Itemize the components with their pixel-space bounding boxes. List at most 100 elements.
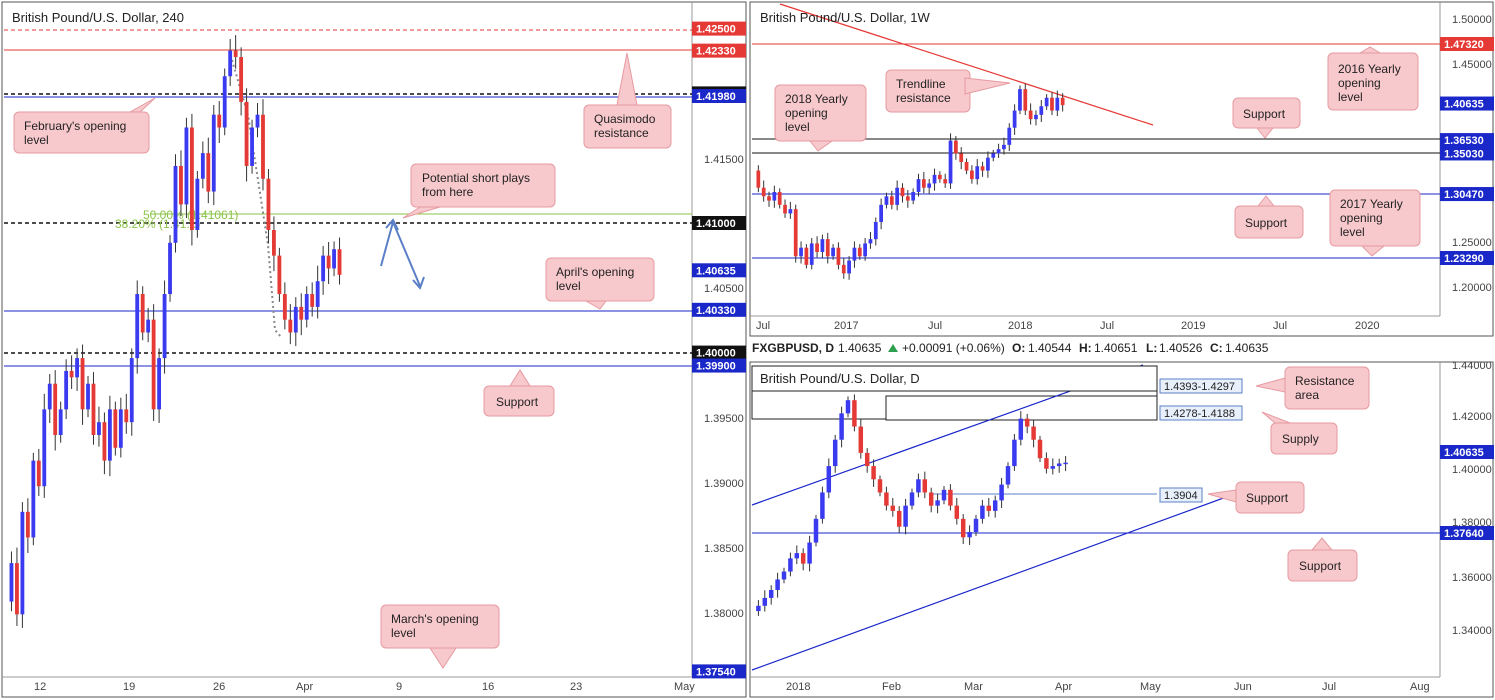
h4-xtick: 16 <box>482 681 494 693</box>
daily-ytick: 1.36000 <box>1452 572 1492 584</box>
daily-callout-support-2-text: Support <box>1299 559 1342 573</box>
daily-callout-support-1-text: Support <box>1246 491 1289 505</box>
h4-xtick: 26 <box>213 681 225 693</box>
daily-header-high: 1.40651 <box>1094 341 1138 355</box>
weekly-callout-2016-line1: 2016 Yearly <box>1338 62 1401 76</box>
weekly-candle-body <box>825 239 830 257</box>
weekly-candle-body <box>820 239 825 252</box>
h4-callout-short: Potential short plays from here <box>402 163 556 219</box>
h4-callout-march: March's opening level <box>380 604 500 669</box>
daily-ytick: 1.44000 <box>1452 360 1492 372</box>
h4-candle-body <box>135 294 140 359</box>
h4-arrow-head-down-icon <box>412 276 425 290</box>
weekly-candle-body <box>783 204 787 214</box>
h4-candles <box>9 35 342 628</box>
daily-candle-body <box>858 426 864 453</box>
weekly-callout-support-2: Support <box>1234 195 1304 239</box>
weekly-price-label: 1.36530 <box>1444 135 1484 147</box>
weekly-candle-body <box>847 260 851 274</box>
daily-candle-body <box>762 597 768 606</box>
h4-candle-body <box>113 409 118 448</box>
h4-candle-body <box>217 114 222 128</box>
h4-candle-body <box>239 57 244 102</box>
weekly-candle-body <box>1012 110 1017 128</box>
weekly-price-label: 1.23290 <box>1444 253 1484 265</box>
h4-arrow-head-up-icon <box>385 218 399 231</box>
daily-candle-body <box>807 542 812 564</box>
daily-candle-body <box>845 400 851 414</box>
weekly-candle-body <box>1023 89 1028 111</box>
daily-xtick: Jun <box>1234 681 1252 693</box>
daily-candle-body <box>768 590 774 598</box>
daily-price-axis: 1.44000 1.42000 1.40000 1.38000 1.36000 … <box>1452 360 1492 637</box>
daily-candle-body <box>884 492 889 506</box>
daily-price-label: 1.37640 <box>1444 528 1484 540</box>
daily-header: FXGBPUSD, D 1.40635 +0.00091 (+0.06%) O:… <box>752 341 1269 355</box>
h4-price-label: 1.42500 <box>696 24 736 36</box>
daily-callout-resistance-line1: Resistance <box>1295 374 1355 388</box>
daily-candle-body <box>1024 418 1030 427</box>
h4-fib-38-label: 38.20% (1.41...) <box>115 217 200 231</box>
weekly-candle-body <box>857 247 862 257</box>
weekly-candle-body <box>1060 97 1065 106</box>
weekly-callout-2018-line3: level <box>785 120 810 134</box>
daily-candle-body <box>1056 463 1062 467</box>
h4-price-label: 1.40000 <box>696 348 736 360</box>
h4-price-label-bg <box>692 215 746 230</box>
h4-callout-feb: February's opening level <box>13 97 156 154</box>
daily-candle-body <box>839 413 844 440</box>
weekly-callout-2017: 2017 Yearly opening level <box>1329 189 1421 257</box>
weekly-candle-body <box>900 187 905 197</box>
weekly-candle-body <box>996 149 1001 154</box>
daily-price-labels: 1.40635 1.37640 <box>1440 445 1494 540</box>
h4-candle-body <box>222 76 227 128</box>
h4-candle-body <box>321 255 326 282</box>
h4-candle-body <box>244 101 249 166</box>
h4-candle-body <box>282 294 287 320</box>
h4-candle-body <box>332 249 336 269</box>
h4-price-label: 1.39900 <box>696 361 736 373</box>
h4-price-axis: 1.41500 1.40500 1.39500 1.39000 1.38500 … <box>704 154 744 620</box>
daily-header-price: 1.40635 <box>838 341 882 355</box>
h4-candle-body <box>25 511 30 538</box>
weekly-callout-2016: 2016 Yearly opening level <box>1327 46 1419 111</box>
daily-candle-body <box>903 505 908 527</box>
weekly-candle-body <box>954 140 958 154</box>
weekly-candle-body <box>788 209 793 214</box>
weekly-candle-body <box>937 174 942 180</box>
daily-candle-body <box>928 492 934 506</box>
daily-candle-body <box>871 466 876 480</box>
weekly-ytick: 1.45000 <box>1452 59 1492 71</box>
daily-xtick: Apr <box>1055 681 1072 693</box>
weekly-callout-support-2-text: Support <box>1245 216 1288 230</box>
h4-ytick: 1.39000 <box>704 478 744 490</box>
h4-candle-body <box>102 422 107 461</box>
h4-candle-body <box>9 563 14 602</box>
daily-candles <box>756 394 1068 616</box>
daily-candle-body <box>896 510 902 527</box>
daily-supply-zone <box>885 395 1158 421</box>
weekly-ytick: 1.25000 <box>1452 237 1492 249</box>
h4-price-label: 1.41980 <box>696 91 736 103</box>
h4-candle-body <box>151 319 156 410</box>
weekly-price-label-bg <box>1440 37 1494 51</box>
weekly-candle-body <box>986 157 990 171</box>
weekly-xtick: Jul <box>928 320 942 332</box>
daily-zone-label: 1.4393-1.4297 <box>1164 381 1235 393</box>
h4-candle-body <box>168 242 172 295</box>
weekly-callout-trend-line2: resistance <box>896 91 951 105</box>
weekly-candle-body <box>809 243 814 265</box>
h4-candle-body <box>91 383 96 435</box>
weekly-callout-2018-line2: opening <box>785 106 828 120</box>
daily-price-label: 1.40635 <box>1444 447 1484 459</box>
weekly-time-axis: Jul 2017 Jul 2018 Jul 2019 Jul 2020 <box>756 320 1379 332</box>
daily-levels <box>751 364 1440 671</box>
weekly-candle-body <box>777 192 782 205</box>
h4-candle-body <box>97 422 101 435</box>
h4-price-label-bg <box>692 21 746 36</box>
weekly-candle-body <box>1039 106 1044 115</box>
h4-candle-body <box>304 294 309 320</box>
daily-candle-body <box>813 518 819 543</box>
weekly-callout-2017-line1: 2017 Yearly <box>1340 197 1403 211</box>
